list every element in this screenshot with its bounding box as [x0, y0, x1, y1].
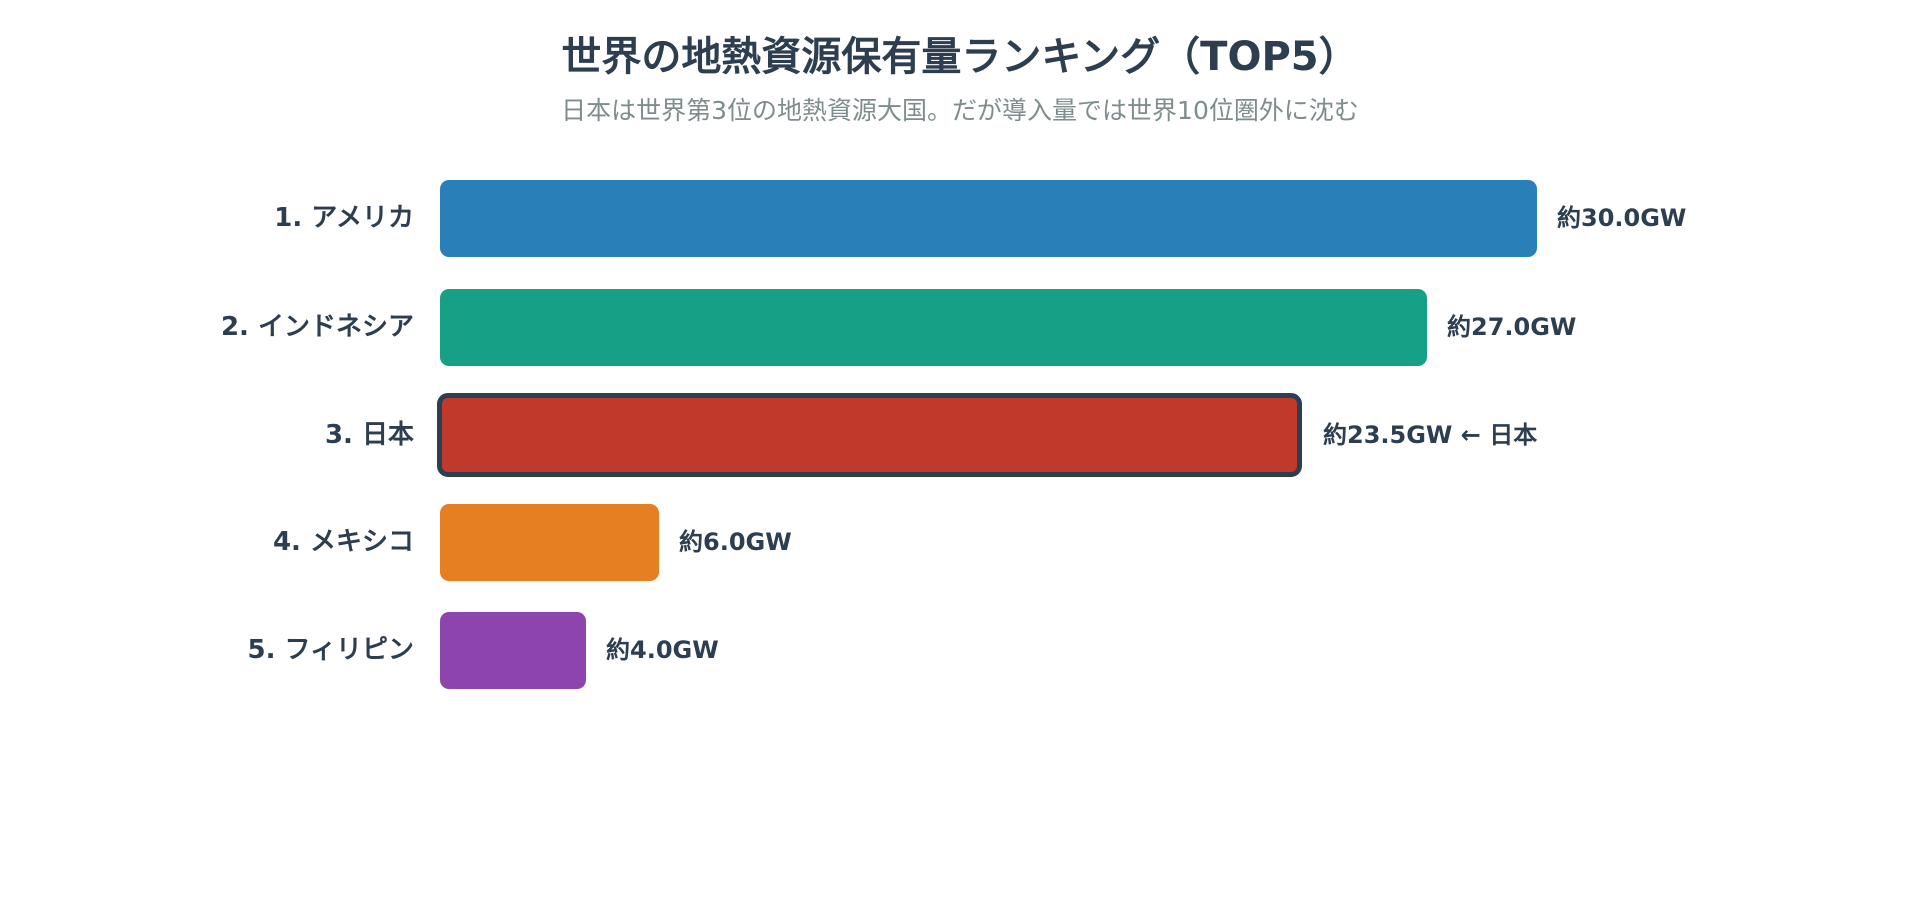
category-label: 2. インドネシア — [220, 312, 414, 342]
bar-row-usa: 1. アメリカ 約30.0GW — [0, 180, 1920, 257]
chart-subtitle: 日本は世界第3位の地熱資源大国。だが導入量では世界10位圏外に沈む — [561, 96, 1359, 125]
bar-row-indonesia: 2. インドネシア 約27.0GW — [0, 289, 1920, 366]
bar-row-japan: 3. 日本 約23.5GW ← 日本 — [0, 393, 1920, 477]
category-label: 3. 日本 — [324, 420, 414, 450]
bar-philippines — [440, 612, 586, 689]
category-label: 4. メキシコ — [272, 527, 414, 557]
value-label: 約23.5GW ← 日本 — [1323, 421, 1538, 449]
bar-row-mexico: 4. メキシコ 約6.0GW — [0, 504, 1920, 581]
value-label: 約6.0GW — [679, 528, 792, 556]
value-label: 約4.0GW — [606, 636, 719, 664]
bar-usa — [440, 180, 1537, 257]
bar-row-philippines: 5. フィリピン 約4.0GW — [0, 612, 1920, 689]
chart-title: 世界の地熱資源保有量ランキング（TOP5） — [561, 34, 1359, 80]
bar-indonesia — [440, 289, 1427, 366]
bar-mexico — [440, 504, 659, 581]
value-label: 約30.0GW — [1557, 204, 1687, 232]
category-label: 5. フィリピン — [247, 635, 415, 665]
value-label: 約27.0GW — [1447, 313, 1577, 341]
category-label: 1. アメリカ — [274, 203, 414, 233]
bar-japan-highlighted — [437, 393, 1302, 477]
